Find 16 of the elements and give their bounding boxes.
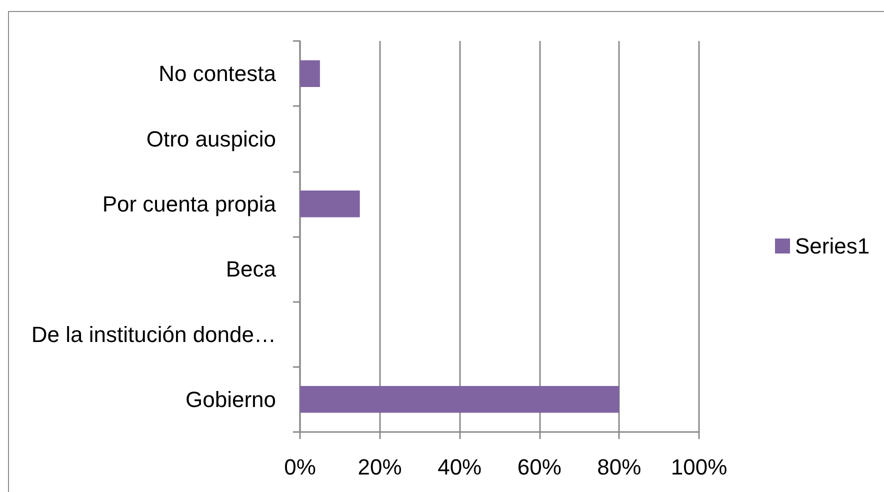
- x-tick-label: 20%: [358, 454, 402, 480]
- x-tick-label: 60%: [517, 454, 562, 480]
- y-tick-label: De la institución donde…: [31, 322, 276, 347]
- x-tick-label: 0%: [284, 454, 316, 480]
- y-tick-label: Gobierno: [185, 386, 276, 412]
- x-tick-label: 80%: [597, 454, 642, 480]
- bar: [300, 386, 620, 413]
- x-tick-label: 100%: [670, 454, 728, 480]
- y-tick-label: Beca: [226, 256, 277, 282]
- y-tick-label: Por cuenta propia: [102, 191, 277, 216]
- bar: [300, 60, 320, 87]
- legend-label: Series1: [795, 234, 870, 258]
- x-tick-label: 40%: [438, 454, 482, 480]
- y-tick-label: No contesta: [158, 61, 277, 86]
- y-tick-label: Otro auspicio: [146, 126, 276, 152]
- bar: [300, 190, 360, 218]
